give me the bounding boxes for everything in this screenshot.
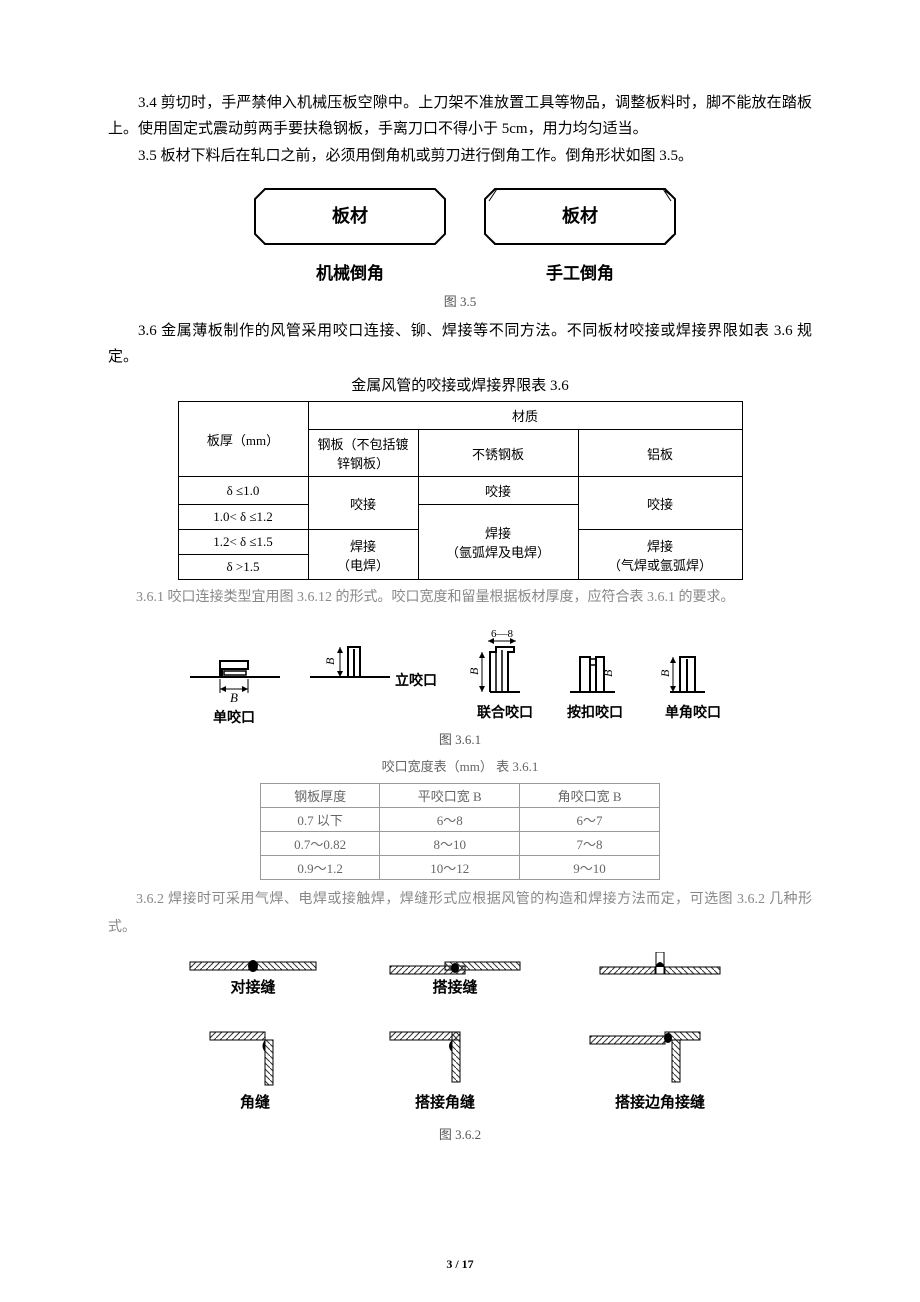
figure-3-5: 板材 机械倒角 板材 手工倒角	[108, 179, 812, 289]
cell-steel-weld: 焊接 （电焊）	[308, 530, 418, 580]
svg-text:手工倒角: 手工倒角	[546, 263, 614, 283]
para-3-6-1: 3.6.1 咬口连接类型宜用图 3.6.12 的形式。咬口宽度和留量根据板材厚度…	[108, 584, 812, 612]
figure-3-6-2: 对接缝 搭接缝 角缝	[108, 952, 812, 1122]
table-row: 0.9～1.2 10～12 9～10	[261, 856, 660, 880]
cell-r2: 1.0< δ ≤1.2	[178, 505, 308, 530]
svg-text:角缝: 角缝	[240, 1093, 270, 1111]
page-footer: 3 / 17	[0, 1257, 920, 1272]
figure-3-5-caption: 图 3.5	[108, 291, 812, 310]
svg-text:立咬口: 立咬口	[395, 672, 437, 689]
th-steel: 钢板（不包括镀锌钢板）	[308, 430, 418, 477]
table-row: 0.7 以下 6～8 6～7	[261, 808, 660, 832]
svg-text:B: B	[323, 657, 337, 665]
table-3-6: 板厚（mm） 材质 钢板（不包括镀锌钢板） 不锈钢板 铝板 δ ≤1.0 咬接 …	[178, 401, 743, 580]
th-thick: 钢板厚度	[261, 784, 380, 808]
th-stainless: 不锈钢板	[418, 430, 578, 477]
svg-text:B: B	[601, 669, 615, 677]
table-3-6-title: 金属风管的咬接或焊接界限表 3.6	[108, 374, 812, 395]
cell-ss-bite: 咬接	[418, 477, 578, 505]
th-aluminum: 铝板	[578, 430, 742, 477]
svg-text:搭接缝: 搭接缝	[432, 978, 477, 996]
figure-3-6-1-caption: 图 3.6.1	[108, 729, 812, 748]
table-row: 0.7～0.82 8～10 7～8	[261, 832, 660, 856]
svg-text:单角咬口: 单角咬口	[665, 704, 721, 721]
th-flat-b: 平咬口宽 B	[380, 784, 520, 808]
svg-text:B: B	[658, 669, 672, 677]
svg-text:单咬口: 单咬口	[213, 709, 255, 726]
para-3-4: 3.4 剪切时，手严禁伸入机械压板空隙中。上刀架不准放置工具等物品，调整板料时，…	[108, 90, 812, 143]
th-thickness: 板厚（mm）	[178, 402, 308, 477]
figure-3-6-1: B 单咬口 B 立咬口 6—8 B	[108, 622, 812, 727]
svg-text:B: B	[467, 667, 481, 675]
svg-text:机械倒角: 机械倒角	[316, 263, 384, 283]
cell-al-bite: 咬接	[578, 477, 742, 530]
cell-r4: δ >1.5	[178, 555, 308, 580]
svg-text:板材: 板材	[562, 205, 598, 226]
svg-text:按扣咬口: 按扣咬口	[567, 704, 623, 721]
svg-text:B: B	[230, 690, 238, 705]
cell-r1: δ ≤1.0	[178, 477, 308, 505]
th-corner-b: 角咬口宽 B	[520, 784, 660, 808]
figure-3-6-2-caption: 图 3.6.2	[108, 1124, 812, 1143]
table-3-6-1: 钢板厚度 平咬口宽 B 角咬口宽 B 0.7 以下 6～8 6～7 0.7～0.…	[260, 783, 660, 880]
cell-ss-weld: 焊接 （氩弧焊及电焊）	[418, 505, 578, 580]
para-3-6-2: 3.6.2 焊接时可采用气焊、电焊或接触焊，焊缝形式应根据风管的构造和焊接方法而…	[108, 886, 812, 942]
table-3-6-1-title: 咬口宽度表（mm） 表 3.6.1	[108, 756, 812, 775]
cell-steel-bite: 咬接	[308, 477, 418, 530]
svg-text:搭接角缝: 搭接角缝	[415, 1093, 475, 1111]
svg-text:联合咬口: 联合咬口	[477, 704, 533, 721]
svg-text:板材: 板材	[332, 205, 368, 226]
page: 3.4 剪切时，手严禁伸入机械压板空隙中。上刀架不准放置工具等物品，调整板料时，…	[0, 0, 920, 1302]
cell-r3: 1.2< δ ≤1.5	[178, 530, 308, 555]
para-3-5: 3.5 板材下料后在轧口之前，必须用倒角机或剪刀进行倒角工作。倒角形状如图 3.…	[108, 143, 812, 169]
para-3-6: 3.6 金属薄板制作的风管采用咬口连接、铆、焊接等不同方法。不同板材咬接或焊接界…	[108, 318, 812, 371]
th-material: 材质	[308, 402, 742, 430]
svg-text:搭接边角接缝: 搭接边角接缝	[615, 1093, 705, 1111]
cell-al-weld: 焊接 （气焊或氩弧焊）	[578, 530, 742, 580]
svg-text:对接缝: 对接缝	[230, 978, 275, 996]
